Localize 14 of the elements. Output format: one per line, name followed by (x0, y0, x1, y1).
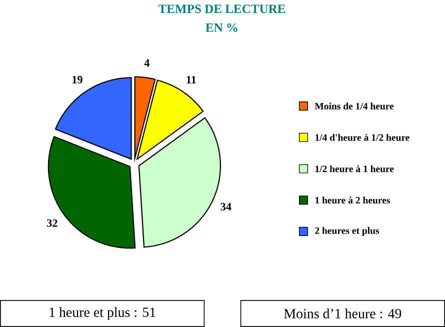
text: 1 heure et plus : 51 (50, 307, 156, 320)
data-label: 4 (144, 59, 150, 67)
chart-subtitle: EN % (206, 23, 238, 32)
legend-label: 2 heures et plus (315, 227, 380, 236)
legend-label: Moins de 1/4 heure (314, 102, 394, 110)
legend-label: 1/4 d'heure à 1/2 heure (315, 134, 410, 141)
data-label: 32 (47, 219, 58, 227)
legend-label: 1 heure à 2 heures (315, 196, 390, 204)
data-label: 11 (186, 76, 196, 84)
text: Moins d’1 heure : 49 (284, 308, 402, 318)
data-label: 34 (220, 202, 232, 210)
chart-title: TEMPS DE LECTURE (158, 4, 286, 14)
legend-label: 1/2 heure à 1 heure (315, 165, 394, 172)
data-label: 19 (72, 76, 82, 84)
